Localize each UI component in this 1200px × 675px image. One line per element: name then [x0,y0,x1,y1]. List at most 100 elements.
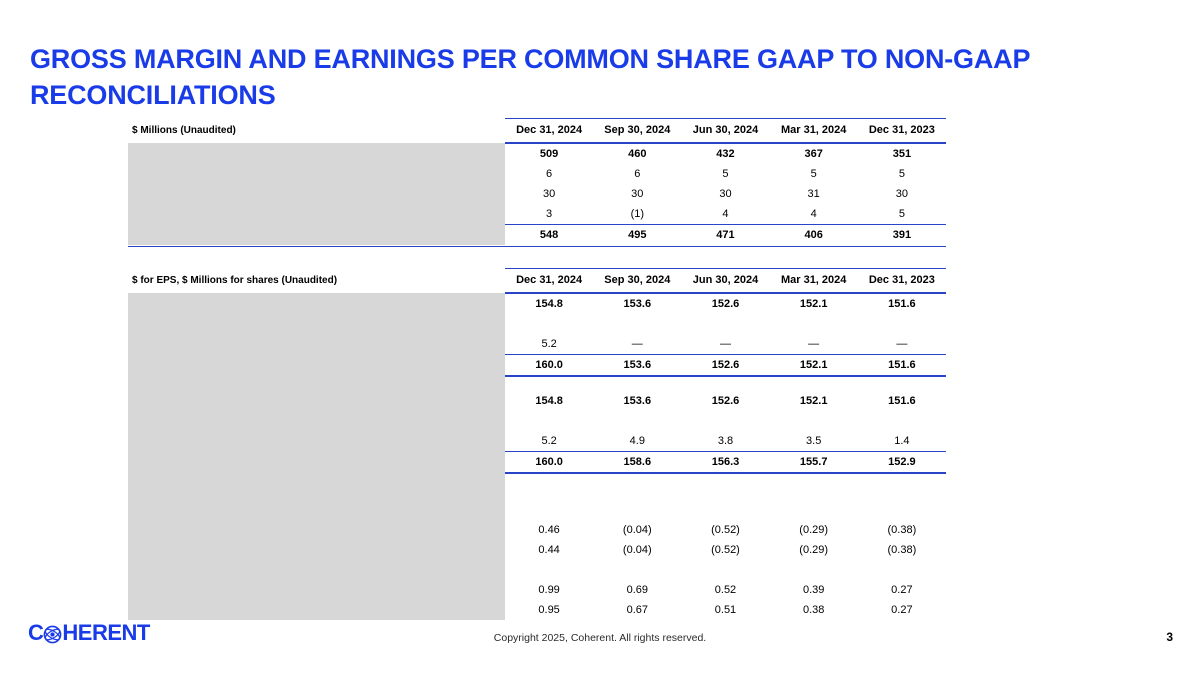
cell: 151.6 [857,354,946,377]
cell: 3 [505,204,594,225]
eps-table-block: $ for EPS, $ Millions for shares (Unaudi… [128,268,946,620]
cell: 0.52 [714,584,737,596]
cell: 152.6 [711,395,740,407]
cell: 4 [681,204,770,225]
cell [593,376,681,391]
page-title: Gross margin and earnings per common sha… [30,44,1030,110]
cell: 154.8 [535,395,563,407]
cell: (0.04) [622,544,652,556]
cell: 432 [716,148,735,160]
table-header-row: $ Millions (Unaudited) Dec 31, 2024 Sep … [128,118,946,144]
cell: 3.8 [681,431,770,452]
column-header: Sep 30, 2024 [593,118,682,144]
cell: 1.4 [857,431,946,452]
cell: 160.0 [505,354,594,377]
cell: 3.5 [769,431,858,452]
cell: (0.29) [799,524,829,536]
cell: 5 [810,168,817,180]
cell: 460 [628,148,647,160]
cell: 153.6 [623,395,652,407]
cell: (0.52) [711,524,740,536]
cell [681,411,769,431]
cell [505,560,593,580]
cell: 152.1 [799,298,828,310]
cell [593,560,681,580]
cell: 509 [539,148,559,160]
cell [681,500,769,520]
cell [681,473,769,500]
cell: (0.29) [799,544,829,556]
cell: 0.99 [538,584,560,596]
globe-mark-icon [43,625,62,644]
cell [770,314,858,334]
column-header: Dec 31, 2023 [857,268,946,294]
cell: — [593,334,682,355]
cell: 4.9 [593,431,682,452]
cell: 152.1 [769,354,858,377]
cell: (0.38) [887,524,917,536]
cell: 0.39 [802,584,825,596]
cell [505,376,593,391]
cell: 0.69 [626,584,648,596]
cell: 30 [542,188,556,200]
cell: 156.3 [681,451,770,474]
cell: 30 [895,188,908,200]
logo-text-prefix: C [28,620,44,645]
column-header: Dec 31, 2024 [505,118,594,144]
cell [770,376,858,391]
cell: 153.6 [623,298,652,310]
cell [505,500,593,520]
cell: 5.2 [505,431,594,452]
cell: 158.6 [593,451,682,474]
cell: (0.52) [711,544,740,556]
column-header: Jun 30, 2024 [681,268,770,294]
cell: 151.6 [888,298,916,310]
gross-margin-table-block: $ Millions (Unaudited) Dec 31, 2024 Sep … [128,118,946,247]
cell: (0.38) [887,544,917,556]
cell: 0.38 [802,604,825,616]
cell: 6 [546,168,553,180]
cell: 4 [769,204,858,225]
column-header: Dec 31, 2024 [505,268,594,294]
cell: 0.27 [891,604,913,616]
cell: 5 [857,204,946,225]
logo-text-suffix: HERENT [62,620,150,645]
cell: 5 [898,168,905,180]
cell: 152.6 [681,354,770,377]
cell: (1) [593,204,682,225]
cell: 31 [807,188,820,200]
cell [593,500,681,520]
cell: 0.27 [891,584,913,596]
cell: 5 [722,168,729,180]
cell [770,411,858,431]
cell: — [769,334,858,355]
cell: 391 [892,229,912,241]
cell: — [681,334,770,355]
cell [505,411,593,431]
cell: 30 [719,188,732,200]
cell: 154.8 [535,298,563,310]
cell [505,473,593,500]
table-header-row: $ for EPS, $ Millions for shares (Unaudi… [128,268,946,294]
cell [858,411,946,431]
label-column-header: $ Millions (Unaudited) [132,124,236,136]
cell [681,314,769,334]
cell [858,376,946,391]
table-bottom-rule [128,246,946,247]
cell [505,314,593,334]
cell: 351 [892,148,912,160]
cell: 0.95 [538,604,560,616]
column-header: Mar 31, 2024 [769,118,858,144]
page-number: 3 [1166,630,1173,644]
cell: — [857,334,946,355]
cell: 0.46 [538,524,560,536]
cell: 5.2 [505,334,594,355]
cell [593,314,681,334]
cell: 151.6 [888,395,916,407]
cell: 153.6 [593,354,682,377]
column-header: Mar 31, 2024 [769,268,858,294]
cell [593,473,681,500]
cell [770,500,858,520]
copyright-notice: Copyright 2025, Coherent. All rights res… [493,632,707,644]
cell: 152.1 [799,395,828,407]
